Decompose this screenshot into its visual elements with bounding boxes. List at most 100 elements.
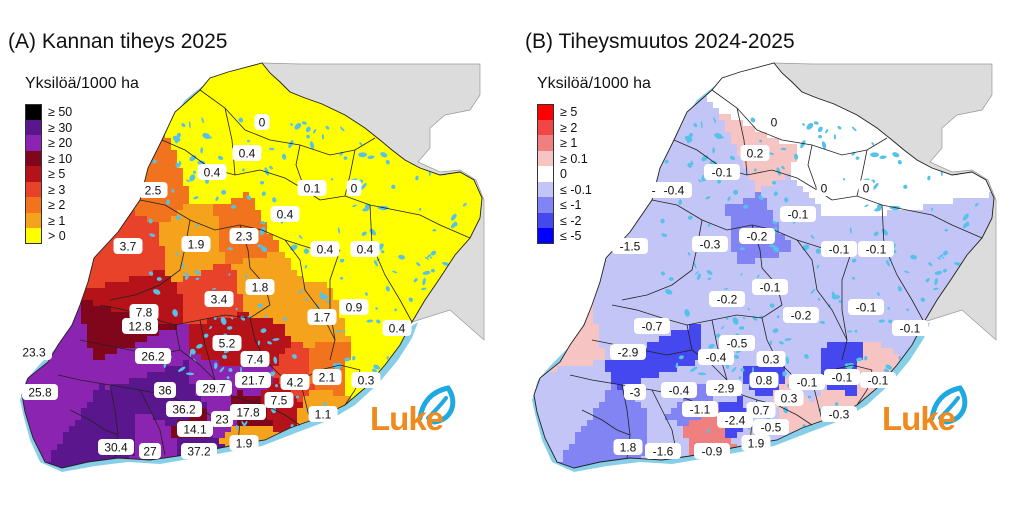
- region-cell: [273, 150, 280, 157]
- region-cell: [147, 78, 154, 85]
- region-cell: [117, 390, 124, 397]
- region-cell: [459, 198, 466, 205]
- region-cell: [99, 234, 106, 241]
- region-cell: [381, 246, 388, 253]
- region-cell: [435, 204, 442, 211]
- region-cell: [189, 186, 196, 193]
- region-cell: [57, 300, 64, 307]
- region-cell: [153, 198, 160, 205]
- region-cell: [381, 240, 388, 247]
- region-cell: [117, 198, 124, 205]
- region-cell: [465, 420, 472, 427]
- region-cell: [33, 408, 40, 415]
- region-cell: [351, 204, 358, 211]
- region-cell: [135, 294, 142, 301]
- region-cell: [27, 252, 34, 259]
- region-cell: [429, 336, 436, 343]
- region-cell: [75, 192, 82, 199]
- region-cell: [453, 138, 460, 145]
- region-cell: [285, 330, 292, 337]
- region-cell: [207, 348, 214, 355]
- region-cell: [81, 426, 88, 433]
- region-cell: [453, 156, 460, 163]
- region-cell: [255, 162, 262, 169]
- region-cell: [231, 63, 238, 67]
- region-cell: [207, 192, 214, 199]
- region-cell: [213, 270, 220, 277]
- region-cell: [195, 264, 202, 271]
- region-cell: [489, 306, 495, 312]
- region-cell: [213, 348, 220, 355]
- region-cell: [267, 90, 274, 97]
- region-cell: [57, 378, 64, 385]
- region-cell: [231, 384, 238, 391]
- region-cell: [219, 348, 226, 355]
- region-cell: [135, 174, 142, 181]
- region-cell: [267, 156, 274, 163]
- region-cell: [375, 216, 382, 223]
- region-cell: [279, 360, 286, 367]
- region-cell: [303, 324, 310, 331]
- region-cell: [153, 108, 160, 115]
- region-cell: [429, 180, 436, 187]
- region-cell: [39, 276, 46, 283]
- region-cell: [339, 114, 346, 121]
- region-cell: [279, 198, 286, 205]
- region-cell: [123, 108, 130, 115]
- region-cell: [177, 126, 184, 133]
- region-cell: [27, 402, 34, 409]
- region-cell: [267, 420, 274, 427]
- region-cell: [81, 264, 88, 271]
- region-cell: [345, 162, 352, 169]
- region-cell: [489, 72, 495, 78]
- region-cell: [22, 360, 28, 367]
- region-cell: [87, 96, 94, 103]
- region-cell: [105, 276, 112, 283]
- region-cell: [87, 234, 94, 241]
- region-cell: [339, 216, 346, 223]
- region-cell: [399, 264, 406, 271]
- region-cell: [291, 366, 298, 373]
- region-cell: [111, 396, 118, 403]
- region-cell: [375, 138, 382, 145]
- region-cell: [267, 258, 274, 265]
- region-cell: [303, 318, 310, 325]
- region-cell: [75, 354, 82, 361]
- region-cell: [483, 384, 489, 390]
- region-cell: [477, 162, 482, 169]
- region-cell: [435, 192, 442, 199]
- region-cell: [273, 240, 280, 247]
- region-cell: [363, 144, 370, 151]
- region-cell: [105, 204, 112, 211]
- region-cell: [159, 126, 166, 133]
- region-cell: [243, 312, 250, 319]
- region-cell: [87, 354, 94, 361]
- region-cell: [279, 156, 286, 163]
- region-cell: [333, 144, 340, 151]
- region-cell: [273, 120, 280, 127]
- region-cell: [111, 174, 118, 181]
- region-cell: [165, 180, 172, 187]
- region-cell: [261, 156, 268, 163]
- region-cell: [483, 162, 489, 168]
- region-cell: [39, 312, 46, 319]
- region-cell: [141, 150, 148, 157]
- region-cell: [135, 162, 142, 169]
- region-cell: [489, 234, 495, 240]
- region-cell: [177, 84, 184, 91]
- region-cell: [435, 330, 442, 337]
- region-cell: [483, 102, 489, 108]
- region-cell: [369, 348, 376, 355]
- region-cell: [249, 420, 256, 427]
- region-cell: [189, 360, 196, 367]
- region-cell: [339, 264, 346, 271]
- region-cell: [213, 96, 220, 103]
- region-cell: [57, 258, 64, 265]
- region-cell: [105, 270, 112, 277]
- region-cell: [489, 90, 495, 96]
- region-cell: [165, 396, 172, 403]
- region-cell: [45, 264, 52, 271]
- region-cell: [159, 324, 166, 331]
- region-cell: [339, 402, 346, 409]
- region-cell: [111, 264, 118, 271]
